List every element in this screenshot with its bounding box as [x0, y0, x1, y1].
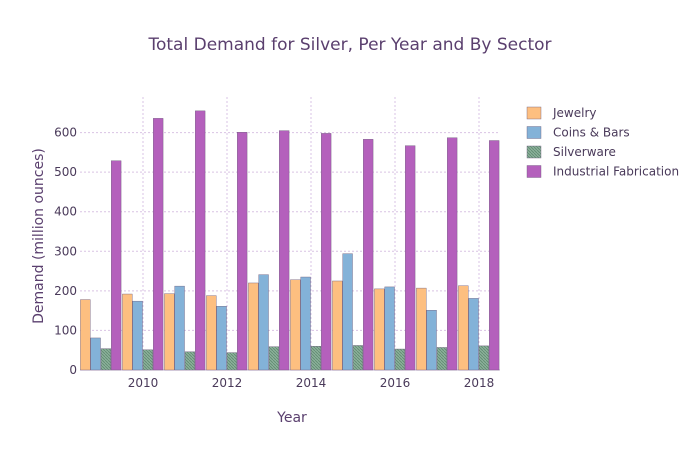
x-tick-label: 2018	[464, 376, 495, 390]
bar-silverware	[436, 347, 447, 371]
bar-coins-bars	[174, 285, 185, 371]
bar-silverware	[268, 346, 279, 371]
legend-swatch	[526, 145, 542, 159]
bar-coins-bars	[300, 276, 311, 371]
y-tick-label: 100	[54, 323, 77, 337]
bar-coins-bars	[132, 300, 143, 371]
x-axis-title: Year	[276, 410, 307, 426]
legend-swatch	[526, 165, 542, 178]
bar-silverware	[184, 351, 195, 371]
bar-jewelry	[458, 285, 469, 371]
y-tick-label: 400	[54, 205, 77, 219]
x-tick-labels: 2010 2012 2014 2016 2018	[128, 376, 495, 390]
y-tick-label: 500	[54, 165, 77, 179]
bar-coins-bars	[468, 298, 479, 371]
bar-industrial-fabrication	[279, 130, 290, 371]
legend-label: Silverware	[553, 145, 616, 159]
bar-industrial-fabrication	[489, 140, 500, 371]
bar-industrial-fabrication	[237, 132, 248, 371]
y-axis-title: Demand (million ounces)	[31, 148, 47, 324]
bar-jewelry	[248, 282, 259, 371]
legend-swatch	[526, 126, 542, 139]
legend: Jewelry Coins & Bars Silverware Industrial …	[526, 106, 679, 179]
y-tick-label: 300	[54, 244, 77, 258]
bar-industrial-fabrication	[195, 110, 206, 371]
bar-coins-bars	[216, 306, 227, 371]
bar-industrial-fabrication	[153, 118, 164, 371]
legend-swatch	[526, 106, 542, 120]
bar-silverware	[226, 352, 237, 371]
bar-jewelry	[416, 287, 427, 371]
bar-jewelry	[122, 293, 133, 371]
bar-jewelry	[332, 280, 343, 371]
y-tick-label: 0	[69, 363, 77, 377]
x-tick-label: 2014	[296, 376, 327, 390]
bar-silverware	[310, 346, 321, 371]
bar-silverware	[352, 345, 363, 371]
bar-industrial-fabrication	[447, 137, 458, 371]
bars-group	[80, 110, 500, 371]
bar-jewelry	[206, 295, 217, 371]
plot-grid	[80, 97, 500, 371]
x-tick-label: 2016	[380, 376, 411, 390]
bar-silverware	[478, 345, 489, 371]
bar-silverware	[100, 348, 111, 371]
bar-jewelry	[164, 293, 175, 371]
bar-coins-bars	[384, 286, 395, 371]
x-tick-label: 2010	[128, 376, 159, 390]
y-tick-label: 600	[54, 126, 77, 140]
bar-jewelry	[290, 279, 301, 371]
bar-coins-bars	[258, 274, 269, 371]
x-tick-label: 2012	[212, 376, 243, 390]
bar-industrial-fabrication	[321, 133, 332, 371]
bar-coins-bars	[426, 310, 437, 371]
bar-silverware	[394, 348, 405, 371]
bar-coins-bars	[342, 253, 353, 371]
y-tick-label: 200	[54, 284, 77, 298]
bar-industrial-fabrication	[111, 160, 122, 371]
legend-label: Jewelry	[552, 106, 597, 120]
bar-industrial-fabrication	[363, 139, 374, 371]
y-tick-labels: 0 100 200 300 400 500 600	[54, 126, 77, 377]
bar-jewelry	[374, 288, 385, 371]
bar-industrial-fabrication	[405, 145, 416, 371]
bar-coins-bars	[90, 337, 101, 371]
bar-silverware	[142, 349, 153, 371]
legend-label: Coins & Bars	[553, 126, 630, 140]
bar-jewelry	[80, 299, 91, 371]
legend-label: Industrial Fabrication	[553, 165, 679, 179]
chart-title: Total Demand for Silver, Per Year and By…	[148, 35, 552, 55]
